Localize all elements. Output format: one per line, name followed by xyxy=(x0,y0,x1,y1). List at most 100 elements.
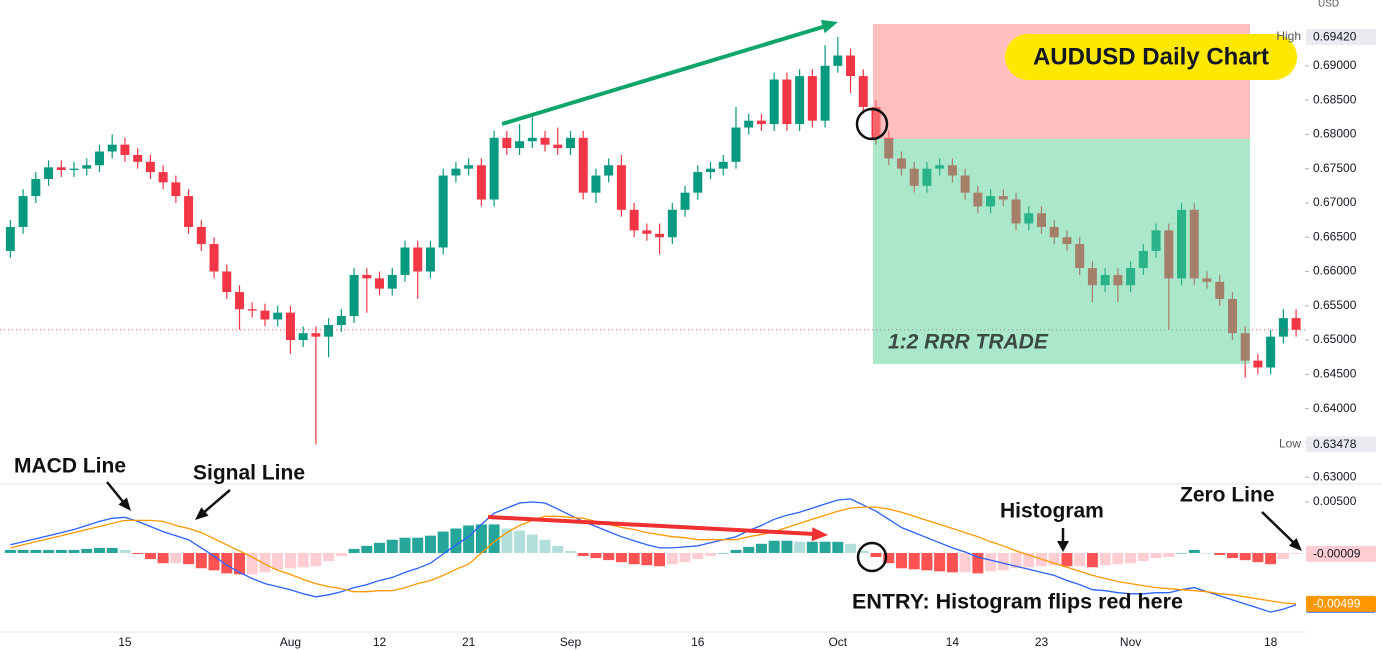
candle-body xyxy=(1253,360,1263,368)
candle-body xyxy=(1164,230,1174,279)
divergence-arrow xyxy=(487,515,815,536)
histogram-bar xyxy=(1010,552,1022,569)
histogram-bar xyxy=(55,549,67,553)
candle-body xyxy=(1215,281,1225,299)
candle-body xyxy=(400,247,410,275)
histogram-bar xyxy=(501,528,513,553)
candle-body xyxy=(655,233,665,238)
histogram-bar xyxy=(272,552,284,570)
candle-body xyxy=(591,175,601,193)
histogram-bar xyxy=(615,552,627,563)
candle-body xyxy=(578,137,588,193)
arrow-head xyxy=(118,497,131,511)
y-tick-label: 0.67500 xyxy=(1313,161,1357,175)
histogram-bar xyxy=(463,525,475,553)
y-tick-label: 0.64000 xyxy=(1313,401,1357,415)
histogram-bar xyxy=(323,552,335,562)
histogram-bar xyxy=(870,552,882,558)
histogram-bar xyxy=(972,552,984,574)
candle-body xyxy=(5,226,15,251)
pointer-arrow xyxy=(106,481,125,504)
candle-body xyxy=(247,309,257,311)
histogram-bar xyxy=(335,552,347,557)
y-tick-label: 0.00500 xyxy=(1313,494,1357,508)
annotation: Signal Line xyxy=(193,462,305,485)
extreme-label: Low xyxy=(1279,437,1301,451)
histogram-bar xyxy=(43,549,55,553)
histogram-bar xyxy=(743,546,755,553)
candle-body xyxy=(196,226,206,245)
candle-body xyxy=(731,127,741,162)
candle-body xyxy=(133,154,143,162)
histogram-bar xyxy=(157,552,169,564)
candle-body xyxy=(94,151,104,166)
candle-body xyxy=(616,165,626,210)
x-tick-label: Sep xyxy=(560,635,582,649)
histogram-bar xyxy=(705,552,717,557)
candle-body xyxy=(107,144,117,152)
candle-body xyxy=(1049,226,1059,238)
histogram-bar xyxy=(883,552,895,564)
histogram-bar xyxy=(539,539,551,553)
candle-body xyxy=(44,167,54,179)
histogram-bar xyxy=(832,541,844,553)
candle-body xyxy=(120,144,130,155)
candle-body xyxy=(451,168,461,176)
entry-circle xyxy=(856,541,888,573)
candle-body xyxy=(1113,274,1123,286)
histogram-bar xyxy=(297,552,309,568)
histogram-bar xyxy=(208,552,220,571)
histogram-bar xyxy=(144,552,156,560)
histogram-bar xyxy=(399,537,411,553)
candle-body xyxy=(184,196,194,227)
histogram-bar xyxy=(170,552,182,564)
candle-body xyxy=(273,312,283,320)
candle-body xyxy=(922,168,932,186)
arrow-head xyxy=(195,507,209,520)
histogram-bar xyxy=(361,545,373,553)
candle-body xyxy=(1126,268,1136,286)
candle-body xyxy=(375,278,385,289)
candle-body xyxy=(362,274,372,279)
candle-body xyxy=(1266,336,1276,368)
candle-body xyxy=(1177,209,1187,279)
histogram-bar xyxy=(1125,552,1137,564)
histogram-bar xyxy=(284,552,296,569)
candle-body xyxy=(1227,298,1237,334)
indicator-line xyxy=(10,506,1297,605)
candle-body xyxy=(502,137,512,149)
histogram-bar xyxy=(1074,552,1086,567)
candle-body xyxy=(756,120,766,125)
candle-body xyxy=(69,168,79,171)
histogram-bar xyxy=(183,552,195,565)
price-tag-label: 0.69420 xyxy=(1313,30,1357,44)
histogram-bar xyxy=(1137,552,1149,562)
candle-body xyxy=(629,209,639,231)
extreme-label: High xyxy=(1276,29,1301,43)
overlay: AUDUSD Daily Chart 1:2 RRR TRADE MACD Li… xyxy=(14,0,1339,614)
candle-body xyxy=(1024,213,1034,224)
histogram-bar xyxy=(730,549,742,553)
histogram-bar xyxy=(30,549,42,553)
histogram-bar xyxy=(526,534,538,553)
candle-body xyxy=(464,165,474,169)
candle-body xyxy=(1151,230,1161,251)
histogram-bar xyxy=(195,552,207,569)
target-zone xyxy=(873,139,1250,364)
candle-body xyxy=(145,161,155,173)
histogram-bar xyxy=(424,535,436,553)
histogram-bar xyxy=(1252,552,1264,563)
entry-circle xyxy=(855,107,889,141)
histogram-bar xyxy=(577,552,589,557)
candle-body xyxy=(298,333,308,341)
histogram-bar xyxy=(68,549,80,553)
histogram-bar xyxy=(679,552,691,563)
price-tag xyxy=(1306,29,1376,46)
candle-body xyxy=(1075,244,1085,269)
candle-body xyxy=(209,244,219,272)
histogram-bar xyxy=(845,543,857,553)
histogram-bar xyxy=(437,531,449,553)
histogram-bar xyxy=(895,552,907,569)
zone-label: 1:2 RRR TRADE xyxy=(888,331,1049,354)
histogram-bar xyxy=(628,552,640,565)
